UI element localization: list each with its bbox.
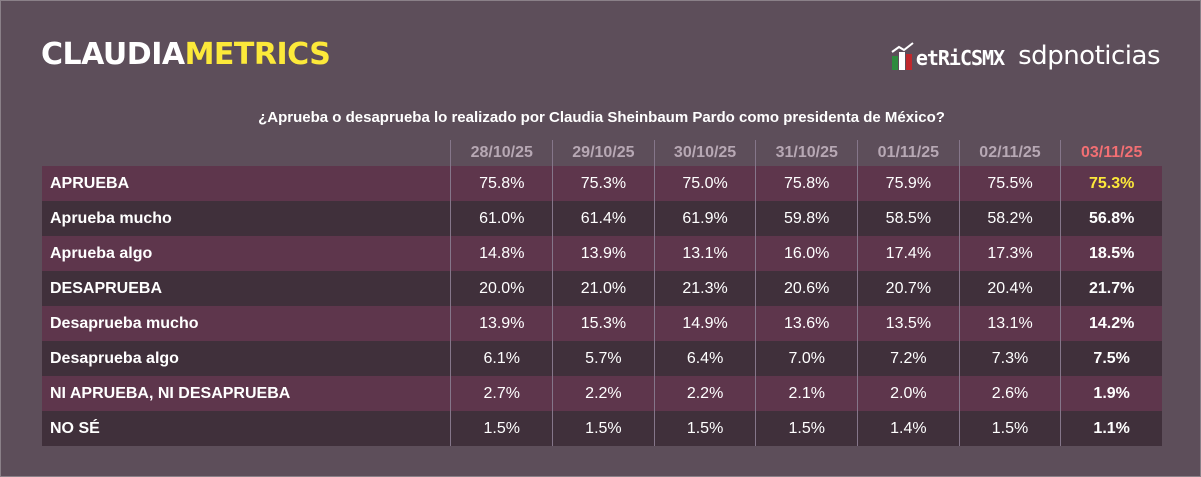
table-cell: 61.0% — [450, 201, 553, 236]
table-cell: 21.0% — [552, 271, 655, 306]
table-cell: 75.5% — [958, 166, 1061, 201]
table-row: APRUEBA 75.8% 75.3% 75.0% 75.8% 75.9% 75.5% 75.… — [42, 166, 1162, 201]
table-cell: 58.5% — [857, 201, 960, 236]
logo-text-metrics: METRICS — [184, 37, 331, 72]
table-cell: 21.7% — [1060, 271, 1162, 306]
table-cell: 75.8% — [450, 166, 553, 201]
table-cell: 18.5% — [1060, 236, 1162, 271]
table-cell: 2.7% — [450, 376, 553, 411]
table-cell: 56.8% — [1060, 201, 1162, 236]
survey-question: ¿Aprueba o desaprueba lo realizado por C… — [258, 109, 945, 126]
table-cell: 13.6% — [755, 306, 858, 341]
table-cell: 1.5% — [755, 411, 858, 446]
table-cell: 14.2% — [1060, 306, 1162, 341]
table-cell: 13.5% — [857, 306, 960, 341]
date-header: 30/10/25 — [653, 140, 756, 166]
table-cell: 2.2% — [552, 376, 655, 411]
date-header: 31/10/25 — [755, 140, 858, 166]
sdpnoticias-logo: sdpnoticias — [1018, 41, 1160, 71]
table-cell: 7.0% — [755, 341, 858, 376]
table-cell: 20.6% — [755, 271, 858, 306]
table-cell: 17.4% — [857, 236, 960, 271]
table-cell: 1.5% — [958, 411, 1061, 446]
row-label: Desaprueba algo — [42, 341, 451, 376]
table-cell: 7.5% — [1060, 341, 1162, 376]
bar-chart-arrow-icon — [891, 42, 914, 70]
table-row: NO SÉ 1.5% 1.5% 1.5% 1.5% 1.4% 1.5% 1.1% — [42, 411, 1162, 446]
table-cell: 1.9% — [1060, 376, 1162, 411]
table-cell: 20.4% — [958, 271, 1061, 306]
partner-logos: etRiCSMX sdpnoticias — [891, 41, 1160, 71]
table-cell: 1.1% — [1060, 411, 1162, 446]
row-label: NO SÉ — [42, 411, 451, 446]
table-cell: 2.0% — [857, 376, 960, 411]
metricsmx-logo: etRiCSMX — [891, 42, 1005, 70]
table-cell: 1.5% — [552, 411, 655, 446]
date-header: 01/11/25 — [857, 140, 960, 166]
table-cell: 17.3% — [958, 236, 1061, 271]
table-cell: 6.1% — [450, 341, 553, 376]
table-cell: 2.1% — [755, 376, 858, 411]
table-cell: 75.3% — [1060, 166, 1162, 201]
table-cell: 2.2% — [653, 376, 756, 411]
table-cell: 75.9% — [857, 166, 960, 201]
table-cell: 13.1% — [653, 236, 756, 271]
table-row: DESAPRUEBA 20.0% 21.0% 21.3% 20.6% 20.7% 20.4%… — [42, 271, 1162, 306]
table-cell: 61.9% — [653, 201, 756, 236]
table-cell: 16.0% — [755, 236, 858, 271]
table-cell: 7.2% — [857, 341, 960, 376]
table-cell: 75.3% — [552, 166, 655, 201]
approval-table: 28/10/25 29/10/25 30/10/25 31/10/25 01/11/25… — [42, 140, 1162, 446]
table-row: Desaprueba mucho 13.9% 15.3% 14.9% 13.6% 13.5… — [42, 306, 1162, 341]
table-cell: 75.0% — [653, 166, 756, 201]
row-label: Desaprueba mucho — [42, 306, 451, 341]
row-label: NI APRUEBA, NI DESAPRUEBA — [42, 376, 451, 411]
table-cell: 1.4% — [857, 411, 960, 446]
table-cell: 7.3% — [958, 341, 1061, 376]
row-label: DESAPRUEBA — [42, 271, 451, 306]
table-cell: 15.3% — [552, 306, 655, 341]
table-cell: 20.0% — [450, 271, 553, 306]
table-row: Desaprueba algo 6.1% 5.7% 6.4% 7.0% 7.2% 7.3% 7… — [42, 341, 1162, 376]
table-cell: 1.5% — [653, 411, 756, 446]
date-header: 02/11/25 — [958, 140, 1061, 166]
table-cell: 58.2% — [958, 201, 1061, 236]
row-label: Aprueba algo — [42, 236, 451, 271]
table-cell: 21.3% — [653, 271, 756, 306]
table-row: Aprueba mucho 61.0% 61.4% 61.9% 59.8% 58.5% 58… — [42, 201, 1162, 236]
table-cell: 6.4% — [653, 341, 756, 376]
date-header: 03/11/25 — [1060, 140, 1162, 166]
table-cell: 59.8% — [755, 201, 858, 236]
table-cell: 13.9% — [450, 306, 553, 341]
metricsmx-text: etRiCSMX — [915, 46, 1005, 70]
table-cell: 75.8% — [755, 166, 858, 201]
table-cell: 13.1% — [958, 306, 1061, 341]
date-header: 29/10/25 — [552, 140, 655, 166]
table-cell: 13.9% — [552, 236, 655, 271]
table-cell: 14.8% — [450, 236, 553, 271]
header-blank — [42, 140, 451, 166]
table-row: NI APRUEBA, NI DESAPRUEBA 2.7% 2.2% 2.2% 2.1… — [42, 376, 1162, 411]
table-cell: 2.6% — [958, 376, 1061, 411]
date-header: 28/10/25 — [450, 140, 553, 166]
table-row: Aprueba algo 14.8% 13.9% 13.1% 16.0% 17.4% 17.… — [42, 236, 1162, 271]
row-label: APRUEBA — [42, 166, 451, 201]
table-cell: 14.9% — [653, 306, 756, 341]
table-cell: 61.4% — [552, 201, 655, 236]
table-cell: 20.7% — [857, 271, 960, 306]
table-cell: 5.7% — [552, 341, 655, 376]
logo-text-claudia: CLAUDIA — [41, 37, 185, 72]
row-label: Aprueba mucho — [42, 201, 451, 236]
claudiametrics-logo: CLAUDIAMETRICS — [41, 37, 331, 72]
date-header-row: 28/10/25 29/10/25 30/10/25 31/10/25 01/11/25… — [42, 140, 1162, 166]
table-cell: 1.5% — [450, 411, 553, 446]
